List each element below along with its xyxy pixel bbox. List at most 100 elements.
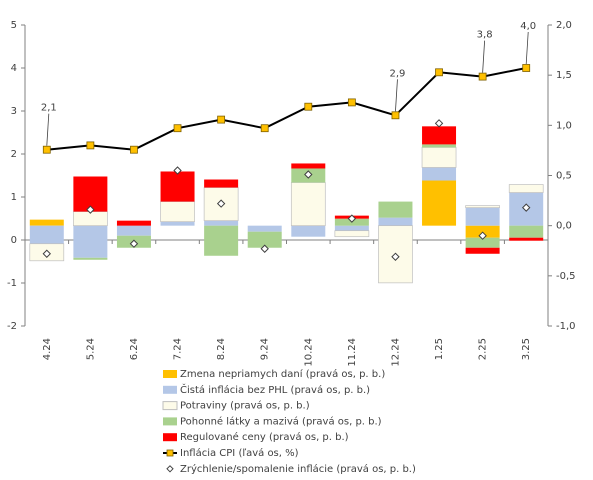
line-marker <box>42 145 51 154</box>
y-tick-label: 4 <box>11 63 17 74</box>
legend-label: Zmena nepriamych daní (pravá os, p. b.) <box>180 368 385 380</box>
bar <box>290 182 326 227</box>
bar <box>73 225 108 258</box>
data-label: 2,1 <box>41 103 57 114</box>
legend-swatch <box>163 433 177 442</box>
legend-label: Inflácia CPI (ľavá os, %) <box>180 447 299 459</box>
y2-tick-label: 1,0 <box>556 120 572 131</box>
bar <box>29 219 64 226</box>
diamond-marker <box>42 249 51 258</box>
line-marker <box>304 102 313 111</box>
legend-marker <box>166 449 174 457</box>
data-label: 4,0 <box>520 21 536 32</box>
line-marker <box>391 111 400 120</box>
bar <box>204 179 239 188</box>
line-marker <box>522 64 531 72</box>
diamond-marker <box>304 170 313 179</box>
bar <box>291 225 326 237</box>
bar <box>465 247 500 254</box>
line-marker <box>130 145 138 154</box>
y2-tick-label: 1,5 <box>556 70 572 81</box>
x-tick-label: 12.24 <box>390 338 401 367</box>
legend-label: Zrýchlenie/spomalenie inflácie (pravá os… <box>180 463 416 475</box>
diamond-marker <box>434 119 444 128</box>
bar <box>73 257 108 260</box>
y2-tick-label: 0,5 <box>556 171 572 182</box>
diamond-marker <box>86 205 95 214</box>
x-tick-label: 6.24 <box>129 338 140 360</box>
bar <box>291 163 326 169</box>
x-tick-label: 5.24 <box>85 338 96 360</box>
legend-label: Pohonné látky a mazivá (pravá os, p. b.) <box>180 415 382 427</box>
bar <box>509 225 544 238</box>
legend-swatch <box>163 385 177 394</box>
label-leader <box>46 113 50 146</box>
diamond-marker <box>260 244 269 253</box>
label-leader <box>525 31 529 65</box>
line-marker <box>347 98 356 107</box>
line-marker <box>86 141 95 150</box>
bar <box>465 207 500 226</box>
legend: Zmena nepriamych daní (pravá os, p. b.) Č… <box>162 368 416 475</box>
line-marker <box>217 115 226 124</box>
y-tick-label: 1 <box>11 192 17 203</box>
y-tick-label: 0 <box>11 235 17 246</box>
diamond-marker <box>347 214 357 223</box>
bar <box>29 225 64 244</box>
line <box>46 67 527 151</box>
diamond-marker <box>391 252 400 261</box>
legend-marker <box>166 465 174 473</box>
diamond-marker <box>173 166 182 175</box>
x-tick-label: 2.25 <box>478 338 489 360</box>
line-marker <box>173 124 182 133</box>
x-tick-label: 11.24 <box>347 338 358 367</box>
bar <box>422 144 457 148</box>
x-tick-label: 8.24 <box>216 338 227 360</box>
bar <box>247 231 282 248</box>
y-tick-label: 3 <box>11 106 17 117</box>
x-tick-label: 7.24 <box>173 338 184 360</box>
bar <box>422 167 457 181</box>
label-leader <box>482 40 486 73</box>
y-tick-label: -2 <box>7 321 17 332</box>
data-label: 2,9 <box>390 68 406 79</box>
bar <box>378 217 413 226</box>
bar <box>247 225 282 232</box>
y2-tick-label: -1,0 <box>556 321 576 332</box>
diamond-marker <box>522 203 531 212</box>
line-marker <box>260 124 269 133</box>
x-tick-label: 10.24 <box>303 338 314 367</box>
legend-swatch <box>162 401 178 411</box>
bar <box>465 205 500 208</box>
x-tick-label: 3.25 <box>521 338 532 360</box>
bar <box>204 220 239 226</box>
line-marker <box>435 68 443 77</box>
bar <box>465 237 500 248</box>
bar <box>334 230 370 238</box>
legend-swatch <box>163 417 177 426</box>
y-tick-label: 5 <box>11 20 17 31</box>
legend-swatch <box>163 370 177 378</box>
diamond-marker <box>129 239 139 248</box>
line-marker <box>478 72 487 81</box>
bar <box>204 225 239 256</box>
bar <box>508 184 544 193</box>
bar <box>116 225 151 236</box>
y-tick-label: -1 <box>7 278 17 289</box>
bar <box>422 180 457 226</box>
bar <box>509 237 544 241</box>
data-label: 3,8 <box>477 30 493 41</box>
y2-tick-label: -0,5 <box>556 271 576 282</box>
bar <box>378 201 413 218</box>
legend-label: Potraviny (pravá os, p. b.) <box>180 400 310 412</box>
bar <box>421 147 457 168</box>
diamond-marker <box>478 231 487 240</box>
bar <box>160 201 195 223</box>
label-leader <box>395 79 398 112</box>
bar <box>334 225 369 231</box>
bar <box>116 220 151 226</box>
bar <box>160 171 195 202</box>
x-tick-label: 4.24 <box>42 338 53 360</box>
x-tick-label: 1.25 <box>434 338 445 360</box>
